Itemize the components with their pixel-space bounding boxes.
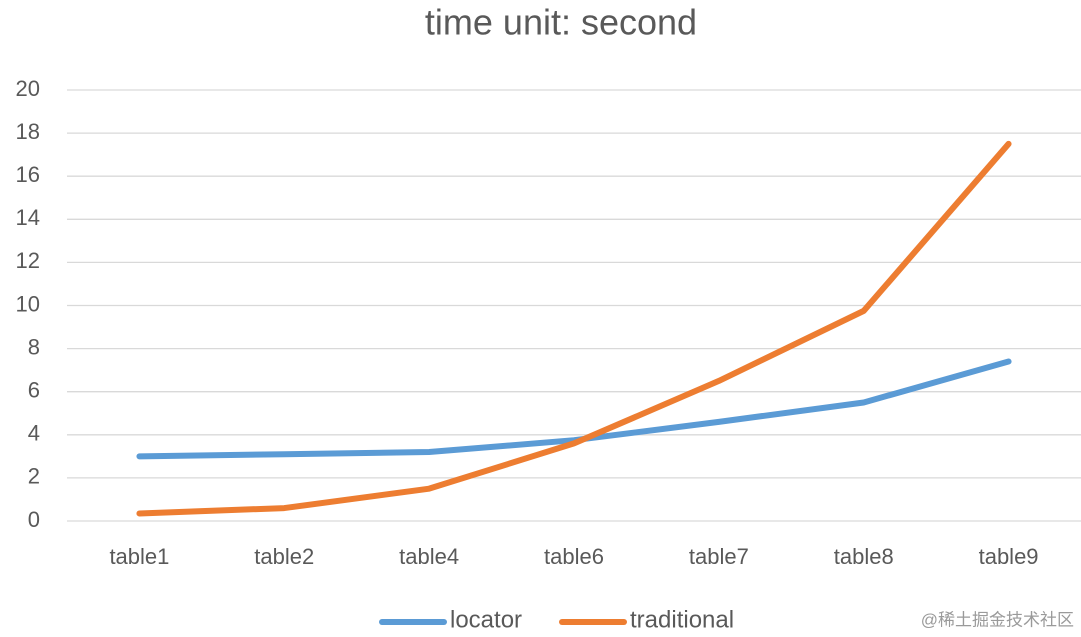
y-tick-label: 16 (16, 162, 40, 187)
y-tick-label: 18 (16, 119, 40, 144)
x-tick-label: table6 (544, 544, 604, 569)
y-tick-label: 4 (28, 421, 40, 446)
y-tick-label: 20 (16, 76, 40, 101)
watermark: @稀土掘金技术社区 (921, 610, 1074, 629)
x-tick-label: table9 (979, 544, 1039, 569)
y-tick-label: 0 (28, 507, 40, 532)
y-tick-label: 10 (16, 291, 40, 316)
x-tick-label: table7 (689, 544, 749, 569)
legend-label: locator (450, 606, 522, 633)
line-series (136, 140, 1012, 517)
y-tick-label: 14 (16, 205, 40, 230)
x-tick-label: table2 (254, 544, 314, 569)
legend-label: traditional (630, 606, 734, 633)
y-tick-label: 2 (28, 464, 40, 489)
x-tick-label: table8 (834, 544, 894, 569)
chart-title: time unit: second (425, 2, 697, 43)
x-tick-label: table4 (399, 544, 459, 569)
y-tick-label: 6 (28, 378, 40, 403)
y-tick-label: 12 (16, 248, 40, 273)
y-tick-label: 8 (28, 334, 40, 359)
x-tick-label: table1 (109, 544, 169, 569)
